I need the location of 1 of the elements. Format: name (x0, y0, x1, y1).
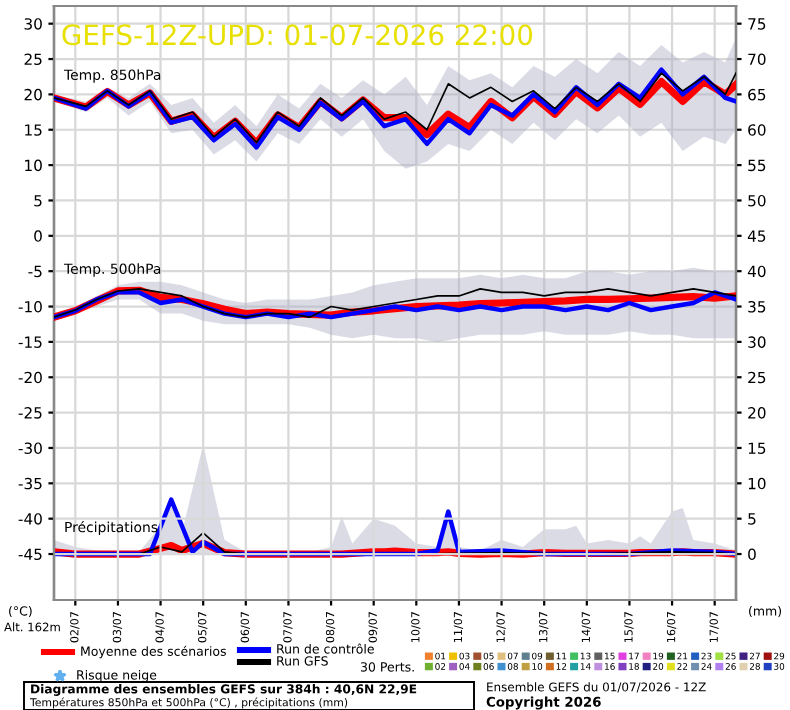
text: GEFS-12Z-UPD: 01-07-2026 22:00 (62, 24, 533, 46)
